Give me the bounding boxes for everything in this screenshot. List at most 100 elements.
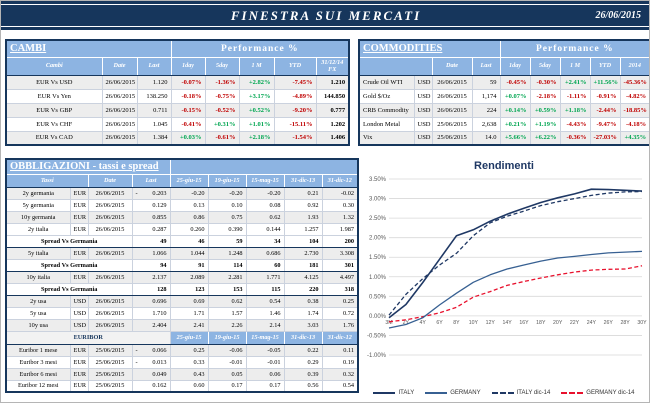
last-value: 0.129 [131,198,171,212]
currency-label: USD [69,294,89,308]
historical-value: 0.13 [169,198,209,212]
euribor-row: Euribor 3 mesi EUR 25/06/2015-0.013 0.33 -0.… [5,355,359,369]
historical-value: 2.281 [207,270,247,284]
performance-value: +0.31% [204,116,240,132]
spread-row: Spread Vs Germania 94 91 114 60 181 301 [5,258,359,272]
x-axis-tick-label: 12Y [486,320,496,326]
date-value: 25/06/2015 [87,343,133,357]
instrument-name: 2y usa [5,294,71,308]
currency-label: EUR [69,222,89,236]
column-header-ytd: YTD [273,56,317,76]
performance-value: +0.03% [170,130,206,146]
accounting-negative: - 0.013 [136,359,167,366]
historical-value: 0.21 [283,186,323,200]
x-axis-tick-label: 14Y [502,320,512,326]
performance-value: -0.36% [559,130,591,146]
column-header-hist: 25-giu-15 [169,330,209,345]
fx-reference-value: 1.210 [315,74,350,90]
performance-value: +1.19% [529,116,561,132]
date-value: 26/06/2015 [431,74,473,90]
performance-value: +3.17% [238,88,275,104]
last-value: 0.049 [131,367,171,381]
performance-value: -2.18% [529,88,561,104]
performance-value: -4.43% [559,116,591,132]
historical-value: 0.54 [321,379,359,393]
historical-value: 0.390 [207,222,247,236]
instrument-name: EUR Vs USD [5,74,103,90]
historical-value: 0.56 [283,379,323,393]
x-axis-tick-label: 24Y [587,320,597,326]
last-value: - 0.013 [131,355,171,369]
performance-value: -9.20% [273,102,317,118]
performance-value: -7.45% [273,74,317,90]
spread-historical-value: 46 [169,234,209,248]
column-header-hist-5: 31-dic-12 [321,173,359,188]
date-value: 26/06/2015 [431,102,473,118]
euribor-section-title: EURIBOR [5,330,171,345]
column-header-1m: 1 M [238,56,275,76]
performance-value: +6.22% [529,130,561,146]
last-value: 0.855 [131,210,171,224]
column-header-cambi: Cambi [5,56,103,76]
currency-label: USD [69,306,89,320]
commodities-table: COMMODITIES Performance % Date Last 1day… [358,39,649,146]
cambi-performance-header: Performance % [170,39,350,58]
historical-value: 1.044 [169,246,209,260]
legend-line-sample [491,392,514,394]
instrument-name: 10y germania [5,210,71,224]
last-value: 1.384 [136,130,172,146]
spread-historical-value: 123 [169,282,209,296]
last-value: 1.066 [131,246,171,260]
column-header-1day: 1day [499,56,531,76]
x-axis-tick-label: 8Y [453,320,460,326]
performance-value: +11.56% [589,74,621,90]
performance-value: +0.07% [499,88,531,104]
historical-value: 0.39 [283,367,323,381]
x-axis-tick-label: 10Y [469,320,479,326]
bond-row: 2y italia EUR 26/06/2015 0.287 0.260 0.390 0.1… [5,222,359,236]
legend-line-sample [425,392,448,394]
historical-value: 0.260 [169,222,209,236]
historical-value: 0.05 [207,367,247,381]
historical-value: -0.05 [245,343,285,357]
historical-value: 1.248 [207,246,247,260]
last-value: - 0.066 [131,343,171,357]
performance-value: +0.21% [499,116,531,132]
instrument-name: Euribor 3 mesi [5,355,71,369]
historical-value: -0.06 [207,343,247,357]
spread-last-value: 128 [131,282,171,296]
x-axis-tick-label: 22Y [570,320,580,326]
spread-historical-value: 34 [245,234,285,248]
historical-value: -0.20 [245,186,285,200]
column-header-1m: 1 M [559,56,591,76]
column-header-hist-1: 25-giu-15 [169,173,209,188]
currency-label: EUR [69,367,89,381]
spread-row: Spread Vs Germania 49 46 59 34 104 200 [5,234,359,248]
historical-value: 1.257 [283,222,323,236]
historical-value: 0.60 [169,379,209,393]
historical-value: 1.74 [283,306,323,320]
column-header-1day: 1day [170,56,206,76]
date-value: 26/06/2015 [87,246,133,260]
column-header-date: Date [431,56,473,76]
column-header-last: Last [131,173,171,188]
commodity-row: Vix USD 25/06/2015 14.0 +5.66% +6.22% -0.36% -2… [358,130,649,146]
instrument-name: 2y italia [5,222,71,236]
legend-line-sample [373,392,396,394]
cambi-table: CAMBI Performance % Cambi Date Last 1day… [5,39,351,146]
y-axis-tick-label: -0.50% [367,333,387,339]
instrument-name: CRB Commodity [358,102,415,118]
x-axis-tick-label: 18Y [536,320,546,326]
legend-label: ITALY dic-14 [516,390,551,396]
historical-value: 2.26 [207,318,247,332]
date-value: 26/06/2015 [87,294,133,308]
performance-value: -27.03% [589,130,621,146]
instrument-name: 5y usa [5,306,71,320]
bond-row: 5y usa USD 26/06/2015 1.710 1.71 1.57 1.46 1.74… [5,306,359,320]
historical-value: 1.57 [207,306,247,320]
cambi-row: EUR Vs CAD 26/06/2015 1.384 +0.03% -0.61% +2.… [5,130,350,146]
instrument-name: Crude Oil WTI [358,74,415,90]
commodity-row: CRB Commodity USD 26/06/2015 224 +0.14% +0.59… [358,102,649,118]
cambi-row: EUR Vs GBP 26/06/2015 0.711 -0.15% -0.52% +0.… [5,102,350,118]
column-header-date: Date [101,56,138,76]
